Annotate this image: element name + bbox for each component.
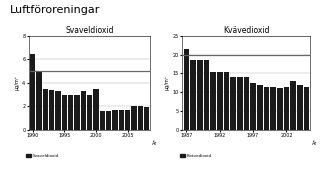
Bar — [224, 72, 229, 130]
Bar — [217, 72, 223, 130]
Bar — [61, 94, 67, 130]
Y-axis label: µg/m³: µg/m³ — [14, 75, 20, 90]
Title: Kvävedioxid: Kvävedioxid — [223, 26, 270, 35]
Bar — [244, 77, 249, 130]
Bar — [297, 85, 303, 130]
Bar — [264, 87, 269, 130]
Bar — [43, 89, 48, 130]
Bar — [144, 107, 149, 130]
Legend: Svaveldioxid: Svaveldioxid — [25, 152, 61, 160]
Text: År: År — [312, 141, 317, 146]
Bar — [81, 91, 86, 130]
Y-axis label: µg/m³: µg/m³ — [165, 75, 170, 90]
Bar — [284, 87, 289, 130]
Bar — [270, 87, 276, 130]
Bar — [36, 71, 42, 130]
Bar — [210, 72, 216, 130]
Bar — [119, 110, 124, 130]
Text: Luftföroreningar: Luftföroreningar — [10, 5, 100, 15]
Bar — [68, 94, 73, 130]
Bar — [277, 88, 283, 130]
Bar — [93, 89, 99, 130]
Bar — [112, 110, 118, 130]
Bar — [106, 111, 111, 130]
Bar — [131, 106, 137, 130]
Bar — [230, 77, 236, 130]
Title: Svaveldioxid: Svaveldioxid — [65, 26, 114, 35]
Bar — [250, 83, 256, 130]
Bar — [237, 77, 243, 130]
Bar — [125, 110, 130, 130]
Bar — [197, 60, 203, 130]
Bar — [87, 94, 92, 130]
Bar — [74, 94, 80, 130]
Bar — [190, 60, 196, 130]
Bar — [290, 81, 296, 130]
Bar — [30, 54, 35, 130]
Bar — [304, 87, 309, 130]
Bar — [257, 85, 263, 130]
Bar — [49, 90, 54, 130]
Text: År: År — [152, 141, 157, 146]
Bar — [55, 91, 60, 130]
Legend: Kvävedioxid: Kvävedioxid — [178, 152, 213, 160]
Bar — [184, 49, 189, 130]
Bar — [138, 106, 143, 130]
Bar — [204, 60, 209, 130]
Bar — [100, 111, 105, 130]
